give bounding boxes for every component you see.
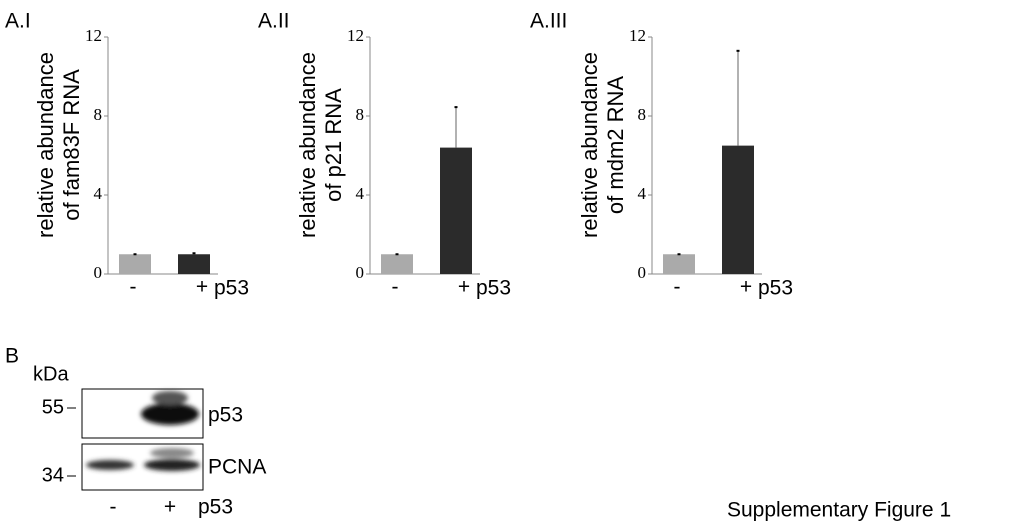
bar [381, 254, 413, 274]
y-tick-label: 0 [638, 263, 647, 282]
y-axis-label: of mdm2 RNA [603, 76, 628, 214]
y-tick-label: 4 [638, 184, 647, 203]
bar [178, 254, 210, 274]
x-tick-label: - [674, 276, 681, 299]
blot-bands [86, 391, 200, 471]
bar [722, 145, 754, 274]
y-tick-label: 0 [356, 263, 365, 282]
panel-label: A.III [530, 10, 567, 33]
x-axis-label: p53 [214, 277, 249, 300]
blot-panel: B kDa 55 34 p53 PCNA - + p53 [5, 345, 266, 519]
x-tick-label: + [458, 276, 470, 299]
y-tick-label: 12 [629, 26, 646, 45]
y-tick-label: 12 [347, 26, 364, 45]
y-tick-label: 0 [94, 263, 103, 282]
x-axis-label: p53 [476, 277, 511, 300]
x-tick-label: + [740, 276, 752, 299]
y-axis-label: of p21 RNA [321, 88, 346, 202]
marker-label: 34 [42, 464, 64, 486]
y-tick-label: 12 [85, 26, 102, 45]
panel-label: A.I [5, 10, 31, 33]
y-tick-label: 8 [94, 105, 103, 124]
bar [663, 254, 695, 274]
y-axis-label: relative abundance [295, 52, 320, 238]
lane-label: - [110, 496, 117, 519]
lane-title: p53 [198, 496, 233, 519]
y-tick-label: 8 [638, 105, 647, 124]
y-axis-label: relative abundance [33, 52, 58, 238]
x-axis-label: p53 [758, 277, 793, 300]
marker-label: 55 [42, 396, 64, 418]
y-tick-label: 4 [356, 184, 365, 203]
unit-label: kDa [33, 363, 69, 385]
y-tick-label: 4 [94, 184, 103, 203]
x-tick-label: - [130, 276, 137, 299]
band-label: p53 [208, 404, 243, 427]
panel-label: B [5, 345, 19, 368]
lane-label: + [164, 496, 176, 519]
y-axis-label: of fam83F RNA [59, 69, 84, 221]
y-axis-label: relative abundance [577, 52, 602, 238]
panel-label: A.II [258, 10, 290, 33]
bar [119, 254, 151, 274]
band-label: PCNA [208, 456, 266, 479]
bar [440, 147, 472, 274]
y-tick-label: 8 [356, 105, 365, 124]
x-tick-label: + [196, 276, 208, 299]
x-tick-label: - [392, 276, 399, 299]
caption: Supplementary Figure 1 [727, 499, 951, 522]
